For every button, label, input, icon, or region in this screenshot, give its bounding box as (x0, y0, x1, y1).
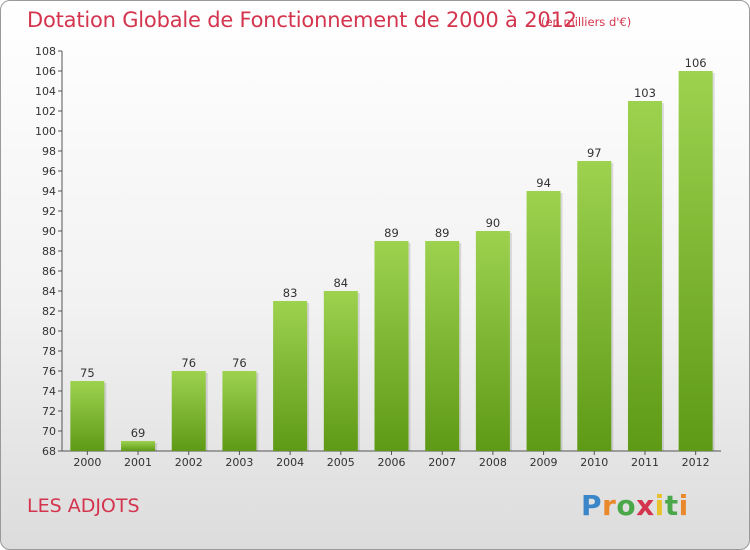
bar-2006 (374, 241, 409, 451)
bar-2008 (475, 231, 510, 451)
bar-value-label: 76 (181, 356, 196, 370)
x-tick-label: 2004 (276, 456, 304, 469)
bar-value-label: 97 (587, 146, 602, 160)
x-tick-label: 2006 (378, 456, 406, 469)
x-tick-label: 2000 (73, 456, 101, 469)
x-tick-label: 2003 (225, 456, 253, 469)
x-tick-label: 2011 (631, 456, 659, 469)
y-tick-label: 90 (42, 225, 56, 238)
bar-value-label: 90 (486, 216, 501, 230)
bar-2010 (577, 161, 612, 451)
y-tick-label: 94 (42, 185, 56, 198)
bar-value-label: 89 (384, 226, 399, 240)
y-tick-label: 68 (42, 445, 56, 458)
bar-2011 (627, 101, 662, 451)
y-tick-label: 86 (42, 265, 56, 278)
bar-value-label: 76 (232, 356, 247, 370)
y-tick-label: 74 (42, 385, 56, 398)
bar-value-label: 69 (131, 426, 146, 440)
bar-2003 (222, 371, 257, 451)
bar-2012 (678, 71, 713, 451)
x-tick-label: 2009 (530, 456, 558, 469)
commune-name: LES ADJOTS (27, 495, 140, 517)
bar-value-label: 94 (536, 176, 551, 190)
bar-value-label: 106 (685, 56, 707, 70)
bar-value-label: 83 (283, 286, 298, 300)
x-tick-label: 2002 (175, 456, 203, 469)
bar-value-label: 103 (634, 86, 656, 100)
y-tick-label: 82 (42, 305, 56, 318)
bar-2000 (70, 381, 105, 451)
chart-title: Dotation Globale de Fonctionnement de 20… (27, 8, 577, 32)
y-tick-label: 104 (35, 85, 56, 98)
chart-subtitle: (en milliers d'€) (541, 15, 632, 29)
y-tick-label: 76 (42, 365, 56, 378)
bar-2001 (121, 441, 156, 451)
bar-2007 (425, 241, 460, 451)
y-tick-label: 88 (42, 245, 56, 258)
bar-value-label: 84 (333, 276, 348, 290)
bar-2004 (273, 301, 308, 451)
x-tick-label: 2007 (428, 456, 456, 469)
bar-value-label: 75 (80, 366, 95, 380)
x-tick-label: 2001 (124, 456, 152, 469)
y-tick-label: 98 (42, 145, 56, 158)
y-tick-label: 106 (35, 65, 56, 78)
y-tick-label: 100 (35, 125, 56, 138)
bar-2005 (323, 291, 358, 451)
x-tick-label: 2008 (479, 456, 507, 469)
y-tick-label: 78 (42, 345, 56, 358)
y-tick-label: 70 (42, 425, 56, 438)
bar-2002 (171, 371, 206, 451)
y-tick-label: 84 (42, 285, 56, 298)
x-tick-label: 2005 (327, 456, 355, 469)
y-tick-label: 92 (42, 205, 56, 218)
y-tick-label: 102 (35, 105, 56, 118)
y-tick-label: 80 (42, 325, 56, 338)
x-tick-label: 2012 (682, 456, 710, 469)
x-tick-label: 2010 (580, 456, 608, 469)
y-tick-label: 72 (42, 405, 56, 418)
y-tick-label: 96 (42, 165, 56, 178)
bar-2009 (526, 191, 561, 451)
y-tick-label: 108 (35, 45, 56, 58)
proxiti-logo: Proxiti (581, 489, 689, 522)
bar-value-label: 89 (435, 226, 450, 240)
